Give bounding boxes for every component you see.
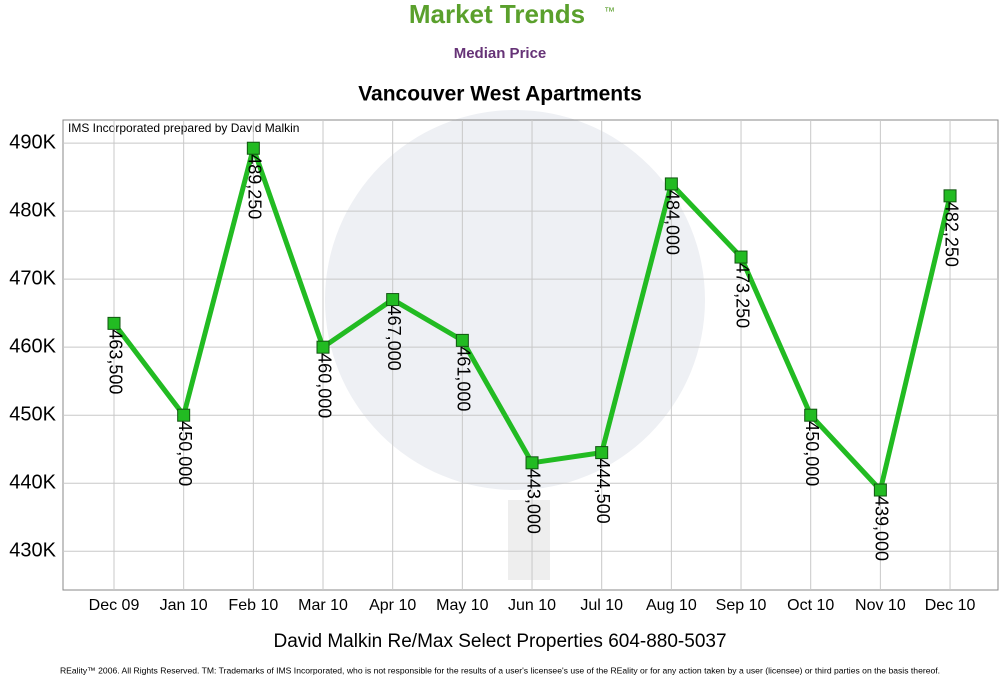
point [873, 483, 887, 497]
point [455, 333, 469, 347]
point [107, 316, 121, 330]
background-basket [508, 500, 550, 580]
value-label: 463,500 [105, 329, 125, 394]
point [386, 293, 400, 307]
value-label: 460,000 [314, 353, 334, 418]
point [595, 446, 609, 460]
x-tick-label: Aug 10 [646, 597, 697, 614]
x-tick-label: Oct 10 [787, 597, 834, 614]
chart-title: Vancouver West Apartments [358, 83, 642, 106]
value-label: 473,250 [732, 263, 752, 328]
point [734, 250, 748, 264]
subtitle: Median Price [454, 45, 547, 62]
point [804, 408, 818, 422]
point [177, 408, 191, 422]
x-tick-label: Sep 10 [716, 597, 767, 614]
y-tick-label: 480K [9, 199, 56, 221]
point [246, 141, 260, 155]
x-tick-label: Dec 09 [89, 597, 140, 614]
value-label: 450,000 [175, 421, 195, 486]
x-tick-label: Jun 10 [508, 597, 556, 614]
value-label: 443,000 [523, 469, 543, 534]
x-tick-label: May 10 [436, 597, 489, 614]
y-tick-label: 430K [9, 540, 56, 562]
brand-title: Market Trends [409, 0, 585, 29]
point [316, 340, 330, 354]
value-label: 450,000 [802, 421, 822, 486]
y-tick-label: 460K [9, 335, 56, 357]
plot-frame [62, 119, 999, 591]
point [943, 189, 957, 203]
x-tick-label: Mar 10 [298, 597, 348, 614]
value-label: 444,500 [593, 459, 613, 524]
value-label: 482,250 [941, 202, 961, 267]
x-tick-label: Jul 10 [580, 597, 623, 614]
footer: David Malkin Re/Max Select Properties 60… [273, 631, 726, 652]
point [525, 456, 539, 470]
trademark: ™ [604, 6, 615, 18]
y-tick-label: 490K [9, 131, 56, 153]
y-tick-label: 450K [9, 403, 56, 425]
background-balloon [325, 110, 705, 490]
point [664, 177, 678, 191]
x-tick-label: Dec 10 [925, 597, 976, 614]
x-tick-label: Nov 10 [855, 597, 906, 614]
y-tick-label: 470K [9, 267, 56, 289]
y-tick-label: 440K [9, 471, 56, 493]
copyright: REality™ 2006. All Rights Reserved. TM: … [60, 665, 940, 675]
x-tick-label: Jan 10 [160, 597, 208, 614]
value-label: 489,250 [245, 154, 265, 219]
value-label: 439,000 [872, 496, 892, 561]
value-label: 484,000 [663, 190, 683, 255]
value-label: 461,000 [454, 346, 474, 411]
x-tick-label: Feb 10 [228, 597, 278, 614]
value-label: 467,000 [384, 306, 404, 371]
x-tick-label: Apr 10 [369, 597, 416, 614]
